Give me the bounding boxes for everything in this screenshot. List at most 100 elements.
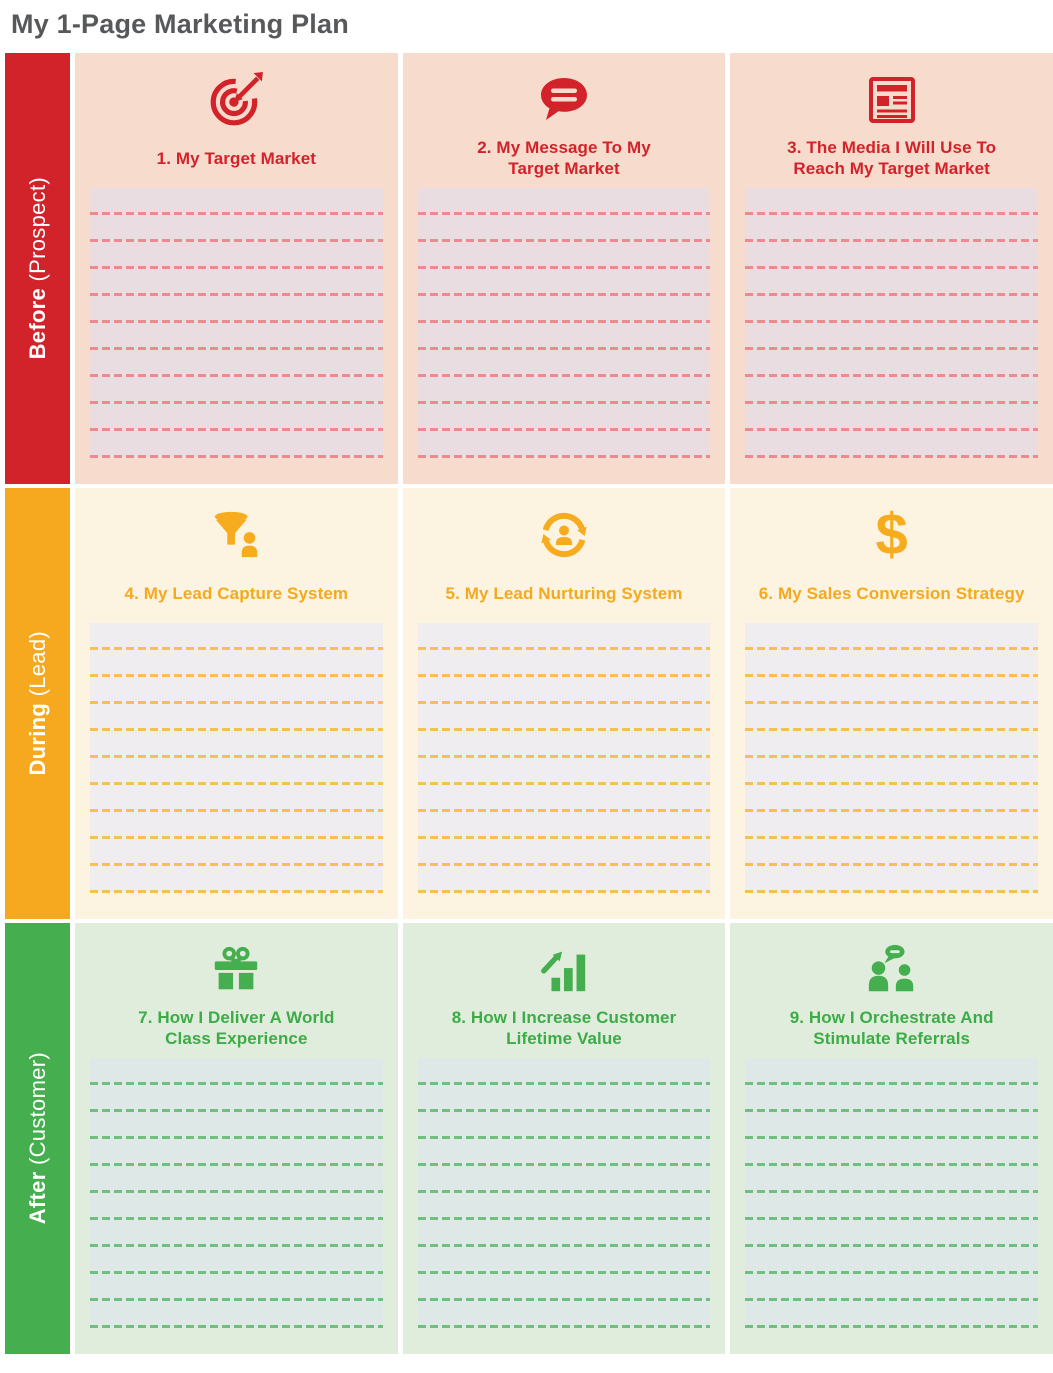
writing-line — [745, 1247, 1039, 1274]
writing-area — [745, 188, 1039, 458]
writing-line — [90, 269, 383, 296]
writing-line — [90, 812, 383, 839]
writing-line — [417, 1058, 711, 1085]
writing-line — [90, 431, 383, 458]
writing-line — [90, 1301, 383, 1328]
cell-title: 2. My Message To My Target Market — [403, 136, 726, 180]
writing-line — [90, 677, 383, 704]
writing-line — [417, 1085, 711, 1112]
row-label-bold: During — [24, 703, 50, 776]
cell-title: 6. My Sales Conversion Strategy — [730, 571, 1053, 615]
writing-line — [745, 188, 1039, 215]
writing-line — [745, 431, 1039, 458]
row-during-lead: During (Lead) 4. My Lead Capture System — [5, 488, 1053, 919]
writing-line — [417, 296, 711, 323]
writing-line — [417, 404, 711, 431]
writing-line — [417, 1193, 711, 1220]
refresh-person-icon — [403, 506, 726, 564]
writing-line — [90, 623, 383, 650]
cell-lifetime-value: 8. How I Increase Customer Lifetime Valu… — [402, 923, 726, 1354]
marketing-plan-page: My 1-Page Marketing Plan Before (Prospec… — [0, 9, 1053, 1354]
writing-line — [417, 188, 711, 215]
writing-line — [417, 1247, 711, 1274]
target-icon — [75, 71, 398, 129]
title-line-1: 7. How I Deliver A World — [138, 1008, 335, 1027]
writing-line — [417, 377, 711, 404]
writing-line — [745, 623, 1039, 650]
writing-line — [417, 785, 711, 812]
writing-line — [417, 731, 711, 758]
writing-line — [90, 350, 383, 377]
title-line-2: Target Market — [508, 159, 620, 178]
writing-line — [90, 242, 383, 269]
writing-line — [417, 1220, 711, 1247]
writing-line — [745, 350, 1039, 377]
row-label-bold: After — [24, 1171, 50, 1225]
writing-line — [90, 188, 383, 215]
writing-line — [745, 323, 1039, 350]
writing-line — [745, 677, 1039, 704]
speech-bubble-icon — [403, 71, 726, 129]
writing-line — [745, 812, 1039, 839]
writing-line — [90, 731, 383, 758]
writing-line — [745, 1193, 1039, 1220]
writing-area — [745, 623, 1039, 893]
writing-line — [417, 677, 711, 704]
writing-line — [90, 1193, 383, 1220]
cell-referrals: 9. How I Orchestrate And Stimulate Refer… — [730, 923, 1053, 1354]
writing-line — [90, 1112, 383, 1139]
writing-line — [745, 1166, 1039, 1193]
writing-line — [745, 650, 1039, 677]
writing-line — [745, 404, 1039, 431]
writing-line — [417, 758, 711, 785]
funnel-person-icon — [75, 506, 398, 564]
cell-title: 8. How I Increase Customer Lifetime Valu… — [403, 1006, 726, 1050]
writing-line — [90, 650, 383, 677]
writing-line — [90, 758, 383, 785]
writing-area — [417, 623, 711, 893]
cell-title: 4. My Lead Capture System — [75, 571, 398, 615]
row-label-text: During (Lead) — [25, 631, 51, 776]
cell-sales-conversion: $ 6. My Sales Conversion Strategy — [730, 488, 1053, 919]
cell-lead-capture: 4. My Lead Capture System — [75, 488, 398, 919]
row-after-customer: After (Customer) 7. How I Deliver A Worl… — [5, 923, 1053, 1354]
writing-line — [745, 1112, 1039, 1139]
writing-line — [417, 269, 711, 296]
cell-title: 1. My Target Market — [75, 136, 398, 180]
writing-line — [417, 839, 711, 866]
title-line-2: Class Experience — [165, 1029, 308, 1048]
writing-line — [417, 431, 711, 458]
writing-line — [90, 404, 383, 431]
writing-line — [745, 785, 1039, 812]
writing-area — [417, 1058, 711, 1328]
cell-world-class-experience: 7. How I Deliver A World Class Experienc… — [75, 923, 398, 1354]
referral-people-icon — [730, 941, 1053, 999]
row-label-regular: (Prospect) — [24, 177, 50, 282]
dollar-icon: $ — [730, 506, 1053, 564]
writing-line — [745, 704, 1039, 731]
cell-title: 3. The Media I Will Use To Reach My Targ… — [730, 136, 1053, 180]
writing-line — [745, 296, 1039, 323]
growth-chart-icon — [403, 941, 726, 999]
dollar-glyph: $ — [875, 502, 908, 567]
writing-line — [745, 731, 1039, 758]
writing-area — [90, 1058, 383, 1328]
cell-lead-nurturing: 5. My Lead Nurturing System — [402, 488, 726, 919]
writing-line — [417, 1166, 711, 1193]
title-line-1: 6. My Sales Conversion Strategy — [758, 583, 1025, 603]
cell-target-market: 1. My Target Market — [75, 53, 398, 484]
writing-line — [90, 1274, 383, 1301]
title-line-1: 3. The Media I Will Use To — [787, 138, 997, 157]
writing-line — [417, 1139, 711, 1166]
writing-line — [417, 650, 711, 677]
writing-line — [417, 1112, 711, 1139]
title-line-2: Lifetime Value — [506, 1029, 622, 1048]
writing-line — [90, 1139, 383, 1166]
writing-line — [745, 215, 1039, 242]
row-label-during: During (Lead) — [5, 488, 70, 919]
title-line-1: 4. My Lead Capture System — [124, 583, 349, 603]
writing-line — [417, 704, 711, 731]
writing-line — [90, 1220, 383, 1247]
row-label-text: After (Customer) — [25, 1052, 51, 1224]
cell-title: 9. How I Orchestrate And Stimulate Refer… — [730, 1006, 1053, 1050]
